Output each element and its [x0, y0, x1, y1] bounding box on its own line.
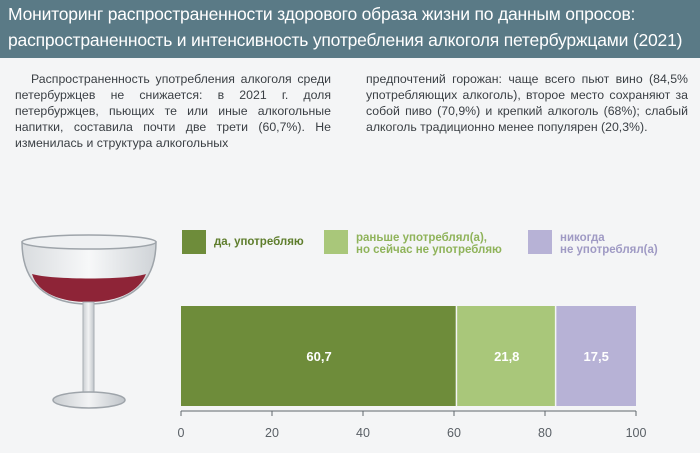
data-label-1: 60,7: [306, 349, 331, 364]
bar-segment-1: [181, 306, 456, 406]
body-text-left: Распространенность употребления алкоголя…: [15, 72, 331, 150]
legend-swatch-1: [182, 230, 206, 254]
legend-swatch-3: [528, 230, 552, 254]
stacked-bar-chart: 60,7 21,8 17,5 0 20 40 60 80 100: [178, 306, 647, 440]
legend-label-2: раньше употреблял(а), но сейчас не употре…: [356, 232, 502, 256]
page-title-line-1: Мониторинг распространенности здорового …: [8, 4, 636, 24]
glass-base: [52, 391, 126, 409]
legend-label-1: да, употребляю: [214, 236, 304, 248]
legend-label-2-line-2: но сейчас не употребляю: [356, 244, 502, 256]
wine-fill: [32, 274, 146, 302]
chart-legend: да, употребляю раньше употреблял(а), но се…: [0, 230, 700, 266]
legend-label-2-line-1: раньше употреблял(а),: [356, 232, 487, 244]
data-label-3: 17,5: [584, 349, 609, 364]
header-banner: Мониторинг распространенности здорового …: [0, 0, 700, 58]
bar-segment-2: [457, 306, 555, 406]
x-tick-label-80: 80: [538, 426, 552, 440]
x-tick-label-100: 100: [626, 426, 647, 440]
wine-glass-icon: [21, 234, 157, 409]
page-title-line-2: распространенность и интенсивность употр…: [8, 30, 683, 50]
legend-label-3: никогда не употреблял(а): [560, 232, 658, 256]
glass-rim: [21, 234, 157, 250]
legend-label-3-line-1: никогда: [560, 232, 605, 244]
x-tick-label-40: 40: [356, 426, 370, 440]
legend-swatch-2: [324, 230, 348, 254]
legend-label-3-line-2: не употреблял(а): [560, 244, 658, 256]
x-tick-label-60: 60: [447, 426, 461, 440]
data-label-2: 21,8: [494, 349, 519, 364]
x-tick-label-20: 20: [265, 426, 279, 440]
legend-label-1-line-1: да, употребляю: [214, 236, 304, 248]
body-text-right: предпочтений горожан: чаще всего пьют ви…: [366, 72, 688, 134]
bar-segment-3: [556, 306, 636, 406]
x-tick-label-0: 0: [178, 426, 185, 440]
